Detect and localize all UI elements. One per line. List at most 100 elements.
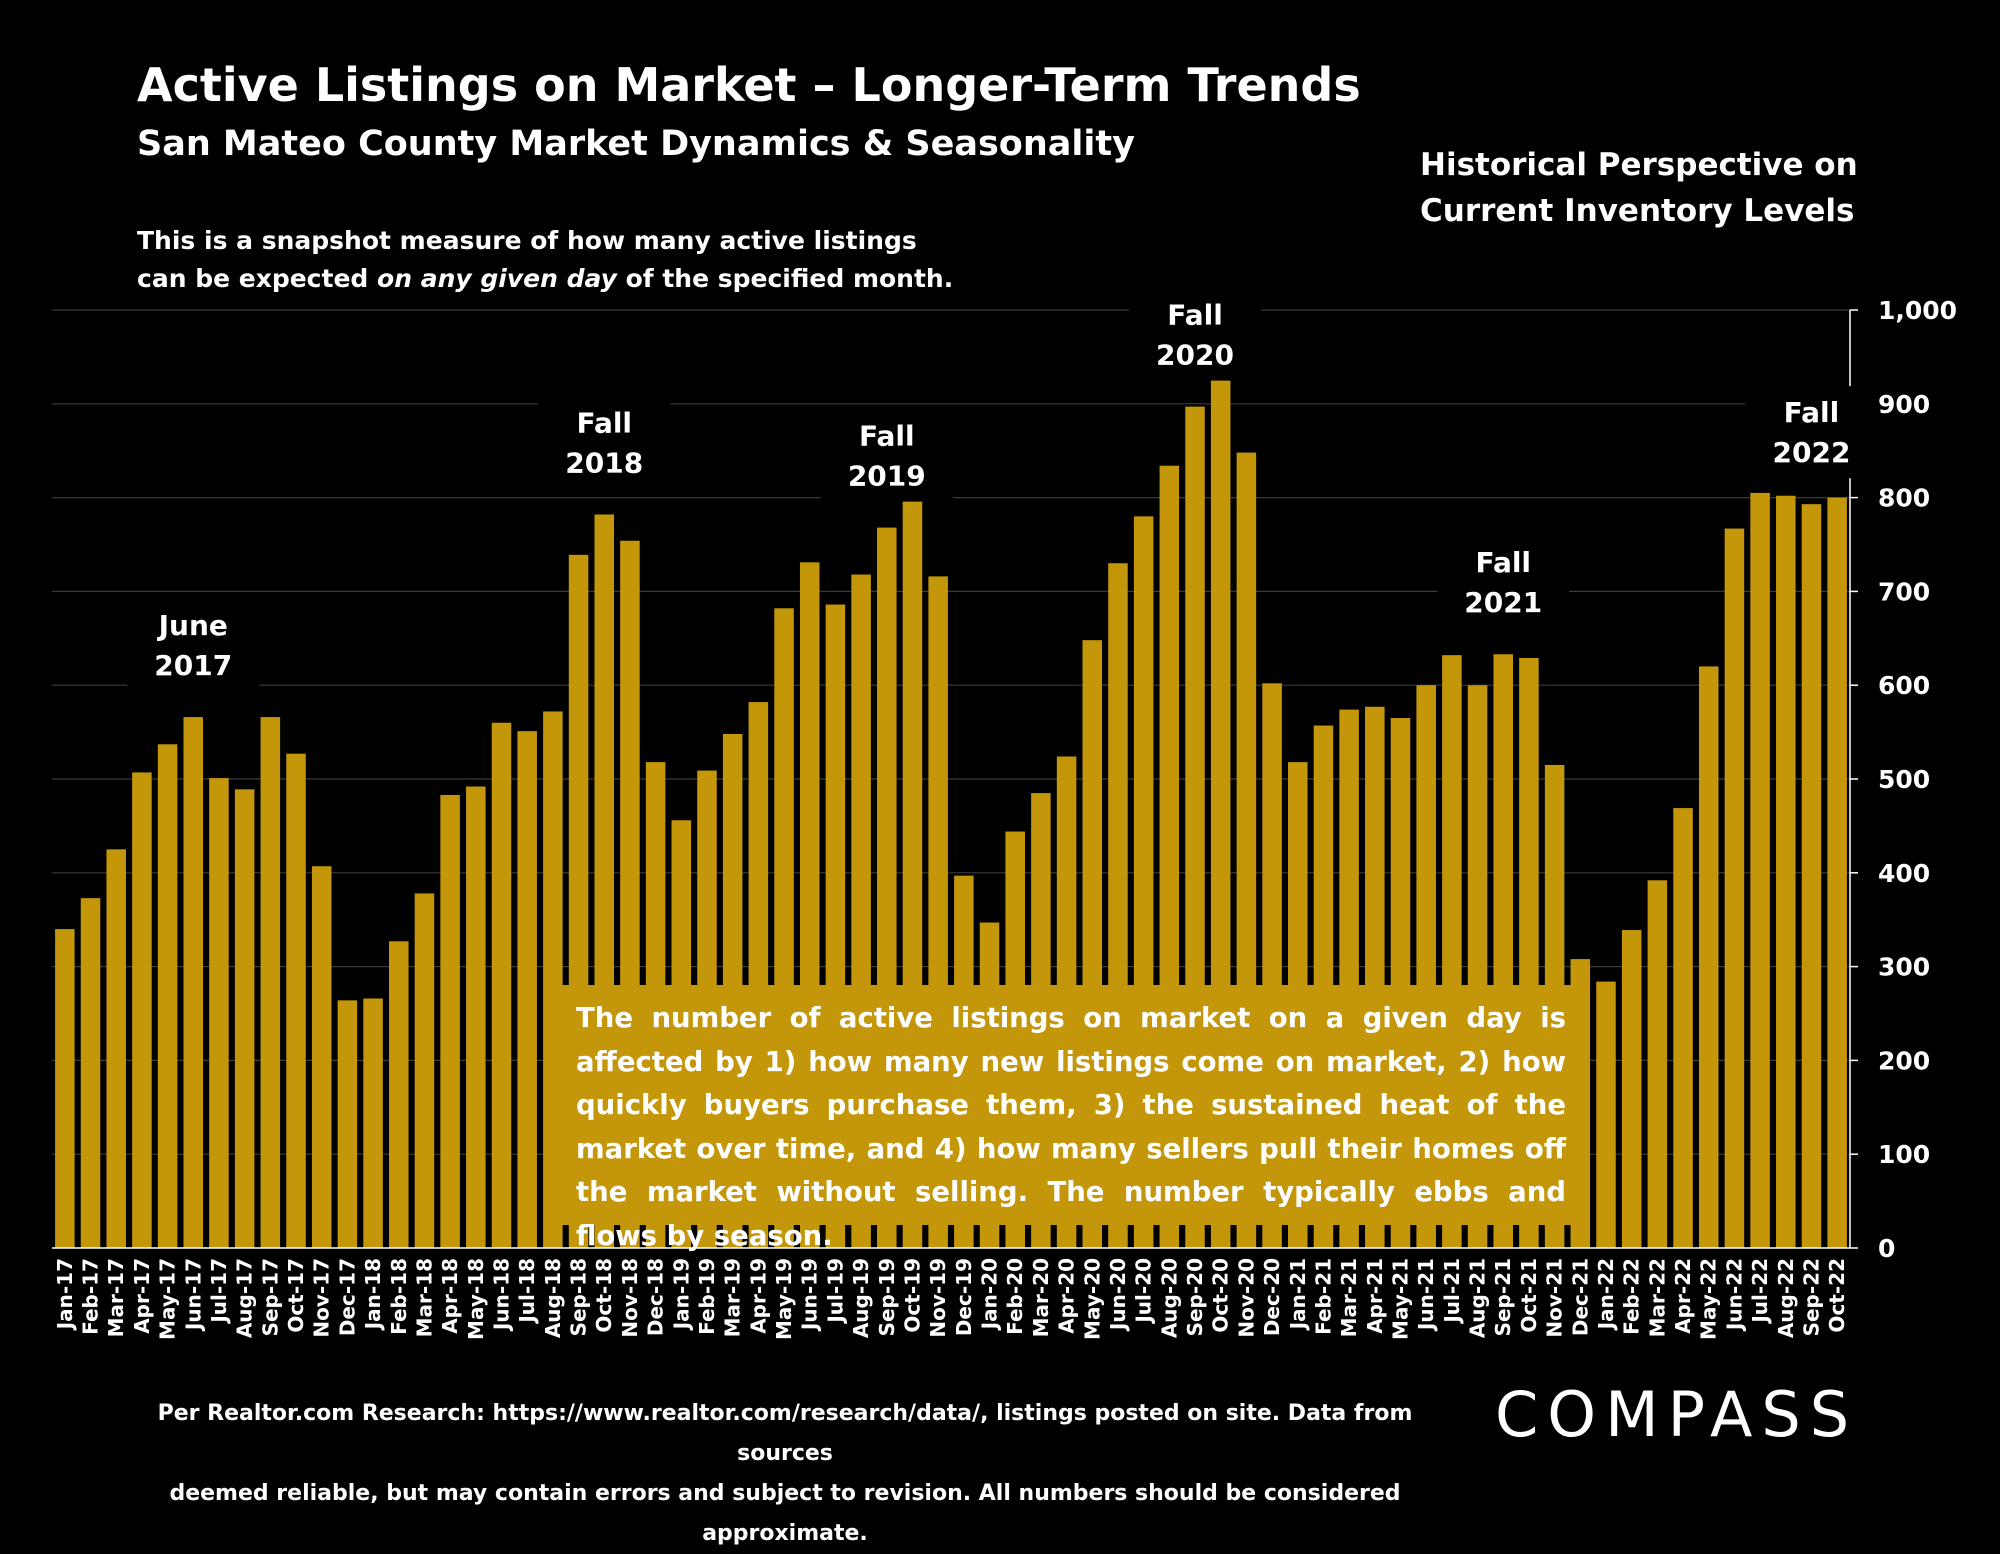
- annotation-label: June: [157, 609, 228, 642]
- y-tick-label: 800: [1878, 484, 1930, 513]
- annotation-label: Fall: [1784, 396, 1840, 429]
- x-tick-label: Jan-21: [1286, 1258, 1310, 1331]
- x-tick-label: Jul-20: [1132, 1258, 1156, 1325]
- bar: [414, 893, 435, 1248]
- info-box: The number of active listings on market …: [556, 985, 1582, 1252]
- bar: [1596, 981, 1616, 1248]
- x-tick-label: Jan-20: [978, 1258, 1002, 1331]
- y-tick-label: 1,000: [1878, 296, 1957, 325]
- x-tick-label: Jul-19: [823, 1258, 847, 1325]
- x-tick-label: Feb-19: [695, 1258, 719, 1335]
- x-tick-label: Sep-17: [258, 1258, 282, 1336]
- annotation-backdrop: [1745, 386, 1878, 479]
- x-tick-label: Aug-17: [233, 1258, 257, 1338]
- annotation-label: 2020: [1156, 339, 1234, 372]
- bar: [311, 866, 332, 1248]
- x-tick-label: Jul-17: [207, 1258, 231, 1325]
- perspective-line-1: Historical Perspective on: [1420, 147, 1858, 183]
- x-tick-label: Aug-20: [1157, 1258, 1181, 1338]
- bar: [440, 794, 460, 1248]
- annotation-label: 2022: [1773, 436, 1851, 469]
- x-tick-label: May-20: [1080, 1258, 1104, 1340]
- description-line-2: can be expected on any given day of the …: [137, 260, 953, 298]
- bar: [1801, 504, 1822, 1248]
- x-tick-label: Nov-21: [1543, 1258, 1567, 1338]
- bar: [363, 998, 383, 1248]
- x-tick-label: Mar-21: [1337, 1258, 1361, 1337]
- bar: [1776, 495, 1796, 1248]
- x-tick-label: Aug-21: [1466, 1258, 1490, 1338]
- x-tick-label: Feb-17: [79, 1258, 103, 1335]
- bar: [1827, 497, 1847, 1249]
- x-tick-label: Sep-21: [1491, 1258, 1515, 1336]
- x-tick-label: Mar-20: [1029, 1258, 1053, 1337]
- y-tick-label: 200: [1878, 1046, 1930, 1075]
- bar: [1724, 528, 1745, 1248]
- chart-subtitle: San Mateo County Market Dynamics & Seaso…: [137, 124, 1135, 164]
- description-line-2-pre: can be expected: [137, 264, 378, 293]
- x-tick-label: Nov-20: [1234, 1258, 1258, 1338]
- bar: [260, 717, 281, 1248]
- bar: [55, 929, 75, 1248]
- x-tick-label: Apr-19: [746, 1258, 770, 1334]
- x-tick-label: Aug-18: [541, 1258, 565, 1338]
- bar: [183, 717, 204, 1248]
- annotation-backdrop: [538, 396, 671, 489]
- x-tick-label: May-21: [1389, 1258, 1413, 1340]
- x-tick-label: Apr-20: [1055, 1258, 1079, 1334]
- bar: [388, 941, 409, 1248]
- x-tick-label: Nov-18: [618, 1258, 642, 1338]
- annotation-label: 2018: [565, 446, 643, 479]
- x-tick-label: Jan-18: [361, 1258, 385, 1331]
- annotation-backdrop: [1129, 288, 1262, 381]
- x-tick-label: Jul-18: [515, 1258, 539, 1325]
- annotation-label: 2019: [848, 460, 926, 493]
- description-line-1: This is a snapshot measure of how many a…: [137, 226, 917, 255]
- x-tick-label: Jun-19: [798, 1258, 822, 1332]
- x-tick-label: Oct-22: [1825, 1258, 1849, 1333]
- x-tick-label: Oct-18: [592, 1258, 616, 1333]
- x-tick-label: Sep-18: [567, 1258, 591, 1336]
- x-tick-label: Jan-17: [53, 1258, 77, 1331]
- bar: [132, 772, 152, 1248]
- x-tick-label: Feb-18: [387, 1258, 411, 1335]
- y-tick-label: 300: [1878, 953, 1930, 982]
- annotation-backdrop: [1437, 536, 1570, 629]
- x-tick-label: May-22: [1697, 1258, 1721, 1340]
- x-tick-label: Dec-19: [952, 1258, 976, 1336]
- x-tick-label: Sep-19: [875, 1258, 899, 1336]
- chart-description: This is a snapshot measure of how many a…: [137, 222, 953, 298]
- perspective-line-2: Current Inventory Levels: [1420, 193, 1855, 229]
- annotation-label: Fall: [1475, 546, 1531, 579]
- annotation-label: Fall: [1167, 299, 1223, 332]
- y-axis: 0 100 200 300 400 500 600 700 800 900 1,000: [1849, 296, 1957, 1263]
- x-tick-label: Feb-22: [1620, 1258, 1644, 1335]
- x-tick-label: Aug-19: [849, 1258, 873, 1338]
- x-tick-label: Sep-22: [1799, 1258, 1823, 1336]
- x-tick-label: Aug-22: [1774, 1258, 1798, 1338]
- x-tick-label: Jun-20: [1106, 1258, 1130, 1332]
- annotation-label: 2021: [1464, 586, 1542, 619]
- x-tick-label: Jul-22: [1748, 1258, 1772, 1325]
- x-axis: Jan-17 Feb-17 Mar-17 Apr-17 May-17 Jun-17 Jul-…: [52, 1247, 1850, 1340]
- x-tick-label: Jun-21: [1414, 1258, 1438, 1332]
- x-tick-label: Apr-21: [1363, 1258, 1387, 1334]
- compass-logo: COMPASS: [1495, 1378, 1859, 1451]
- x-tick-label: Feb-21: [1311, 1258, 1335, 1335]
- annotations: June 2017 Fall 2018 Fall 2019 Fall 2020 Fall 2021…: [127, 288, 1878, 692]
- bar: [1647, 880, 1668, 1248]
- source-note-line-1: Per Realtor.com Research: https://www.re…: [157, 1401, 1413, 1466]
- chart-title: Active Listings on Market – Longer-Term …: [137, 58, 1361, 112]
- description-line-2-post: of the specified month.: [616, 264, 954, 293]
- bar: [80, 898, 101, 1248]
- x-tick-label: Dec-20: [1260, 1258, 1284, 1336]
- x-tick-label: Jul-21: [1440, 1258, 1464, 1325]
- x-tick-label: Apr-22: [1671, 1258, 1695, 1334]
- perspective-note: Historical Perspective on Current Invent…: [1420, 142, 1858, 234]
- x-tick-label: Mar-17: [104, 1258, 128, 1337]
- bar: [1698, 666, 1719, 1248]
- x-tick-label: Apr-18: [438, 1258, 462, 1334]
- bar: [286, 753, 306, 1248]
- source-note-line-2: deemed reliable, but may contain errors …: [169, 1481, 1401, 1546]
- bar: [337, 1000, 358, 1248]
